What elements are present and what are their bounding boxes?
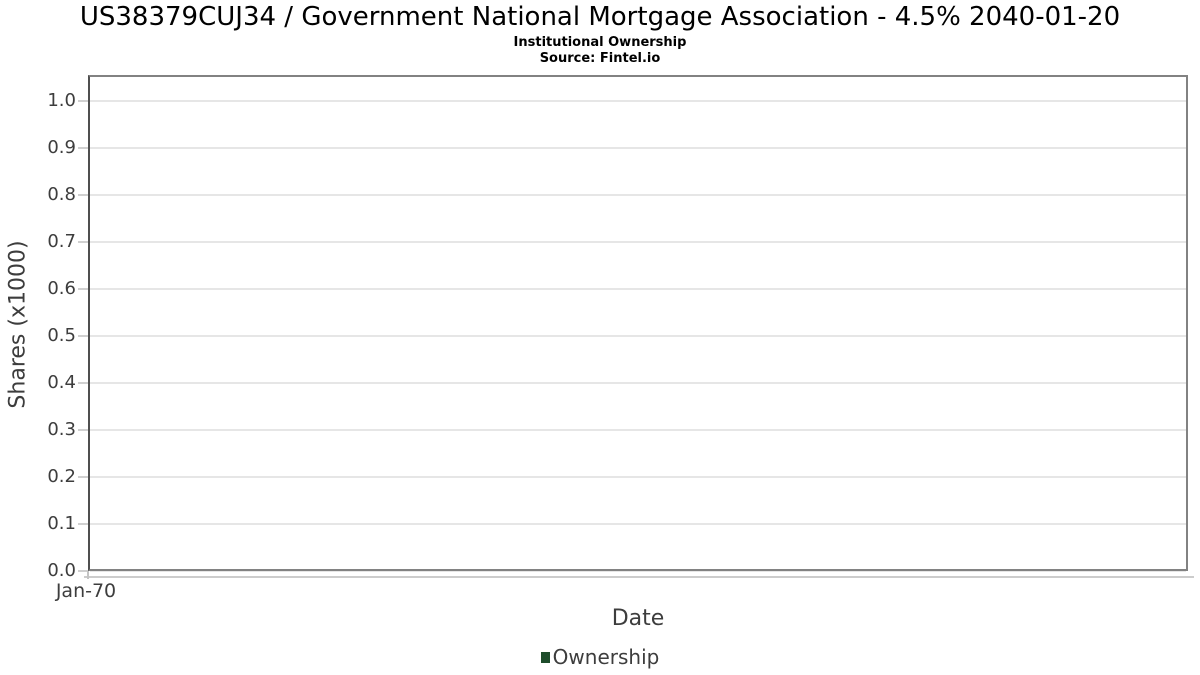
y-tick-mark xyxy=(78,523,88,525)
x-tick-mark xyxy=(87,571,89,579)
y-tick-label: 0.0 xyxy=(47,560,76,581)
gridline xyxy=(90,288,1186,290)
gridline xyxy=(90,335,1186,337)
y-tick-mark xyxy=(78,194,88,196)
y-tick-label: 1.0 xyxy=(47,90,76,111)
y-tick-label: 0.6 xyxy=(47,278,76,299)
y-tick-mark xyxy=(78,570,88,572)
y-tick-label: 0.7 xyxy=(47,231,76,252)
legend-marker-ownership xyxy=(540,651,550,663)
y-axis-title: Shares (x1000) xyxy=(5,240,31,409)
y-tick-label: 0.2 xyxy=(47,466,76,487)
x-axis-title: Date xyxy=(611,606,665,631)
y-tick-mark xyxy=(78,335,88,337)
chart-source-label: Source: Fintel.io xyxy=(539,51,661,66)
y-tick-label: 0.1 xyxy=(47,513,76,534)
x-axis-line xyxy=(84,576,1194,578)
gridline xyxy=(90,241,1186,243)
y-tick-mark xyxy=(78,100,88,102)
y-tick-mark xyxy=(78,429,88,431)
chart-subtitle: Institutional Ownership xyxy=(513,35,687,50)
gridline xyxy=(90,429,1186,431)
gridline xyxy=(90,476,1186,478)
gridline xyxy=(90,523,1186,525)
plot-area xyxy=(88,75,1188,571)
y-tick-label: 0.8 xyxy=(47,184,76,205)
chart-title: US38379CUJ34 / Government National Mortg… xyxy=(79,2,1121,32)
gridline xyxy=(90,194,1186,196)
y-tick-mark xyxy=(78,147,88,149)
y-tick-mark xyxy=(78,476,88,478)
y-tick-label: 0.4 xyxy=(47,372,76,393)
y-tick-label: 0.5 xyxy=(47,325,76,346)
y-tick-mark xyxy=(78,241,88,243)
gridline xyxy=(90,100,1186,102)
legend: Ownership xyxy=(0,645,1200,669)
gridline xyxy=(90,382,1186,384)
x-tick-label: Jan-70 xyxy=(55,580,117,602)
gridline xyxy=(90,147,1186,149)
y-tick-label: 0.9 xyxy=(47,137,76,158)
y-tick-label: 0.3 xyxy=(47,419,76,440)
gridline xyxy=(90,570,1186,572)
y-tick-mark xyxy=(78,382,88,384)
y-tick-mark xyxy=(78,288,88,290)
legend-label-ownership: Ownership xyxy=(552,645,660,669)
